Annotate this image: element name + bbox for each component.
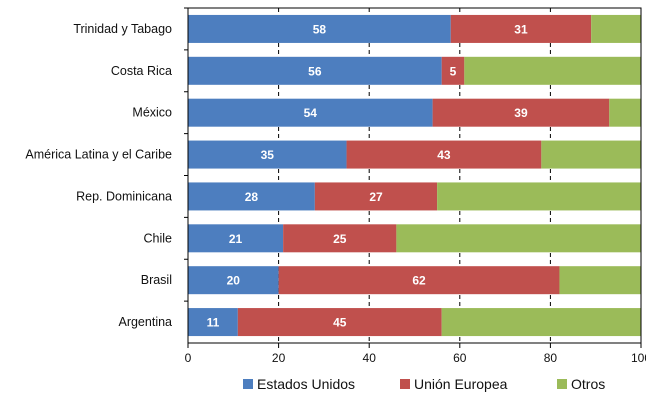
data-label: 28 bbox=[245, 190, 259, 204]
data-label: 43 bbox=[437, 148, 451, 162]
data-label: 25 bbox=[333, 232, 347, 246]
data-label: 62 bbox=[412, 274, 426, 288]
legend-label: Otros bbox=[571, 376, 605, 392]
x-tick-label: 80 bbox=[544, 351, 558, 365]
bar-segment bbox=[437, 182, 641, 211]
x-tick-label: 60 bbox=[453, 351, 467, 365]
data-label: 31 bbox=[514, 22, 528, 36]
bar-segment bbox=[188, 266, 279, 295]
bar-segment bbox=[278, 266, 560, 295]
plot-frame bbox=[184, 7, 642, 348]
category-label: Chile bbox=[144, 231, 173, 245]
bar-segment bbox=[559, 266, 641, 295]
data-label: 20 bbox=[227, 274, 241, 288]
x-tick-label: 100 bbox=[631, 351, 646, 365]
bar-segment bbox=[450, 14, 592, 43]
legend-label: Unión Europea bbox=[414, 376, 508, 392]
bar-segment bbox=[609, 98, 641, 127]
legend-swatch bbox=[557, 379, 567, 389]
bar-segment bbox=[541, 140, 641, 169]
bar-segment bbox=[432, 98, 610, 127]
plot-border bbox=[187, 7, 642, 344]
category-label: México bbox=[132, 106, 172, 120]
category-label: Costa Rica bbox=[111, 64, 172, 78]
category-label: América Latina y el Caribe bbox=[25, 148, 172, 162]
bar-segment bbox=[396, 224, 641, 253]
bar-segment bbox=[346, 140, 542, 169]
data-label: 45 bbox=[333, 316, 347, 330]
bar-segment bbox=[188, 98, 433, 127]
bar-segment bbox=[188, 140, 347, 169]
data-label: 54 bbox=[304, 106, 318, 120]
category-label: Trinidad y Tabago bbox=[73, 22, 172, 36]
legend-swatch bbox=[243, 379, 253, 389]
bar-segment bbox=[314, 182, 438, 211]
category-label: Brasil bbox=[141, 273, 172, 287]
data-label: 39 bbox=[514, 106, 528, 120]
bar-segment bbox=[188, 56, 442, 85]
data-label: 5 bbox=[450, 64, 457, 78]
x-tick-label: 20 bbox=[272, 351, 286, 365]
data-label: 56 bbox=[308, 64, 322, 78]
x-tick-label: 40 bbox=[363, 351, 377, 365]
data-label: 21 bbox=[229, 232, 243, 246]
bar-segment bbox=[188, 308, 238, 337]
data-label: 58 bbox=[313, 22, 327, 36]
bar-segment bbox=[188, 182, 315, 211]
bar-segment bbox=[464, 56, 641, 85]
bar-segment bbox=[237, 308, 442, 337]
category-label: Rep. Dominicana bbox=[76, 189, 172, 203]
x-tick-label: 0 bbox=[185, 351, 192, 365]
bars bbox=[188, 14, 641, 337]
data-label: 27 bbox=[369, 190, 383, 204]
legend: Estados Unidos Unión Europea Otros bbox=[243, 376, 605, 392]
bar-segment bbox=[441, 56, 465, 85]
legend-label: Estados Unidos bbox=[257, 376, 355, 392]
legend-swatch bbox=[400, 379, 410, 389]
bar-segment bbox=[188, 224, 284, 253]
labels: 58 31 Trinidad y Tabago 56 5 Costa Rica 54 39 Mé… bbox=[25, 22, 646, 365]
bar-segment bbox=[591, 14, 641, 43]
category-label: Argentina bbox=[118, 315, 172, 329]
bar-segment bbox=[441, 308, 641, 337]
data-label: 11 bbox=[207, 316, 220, 330]
bar-segment bbox=[188, 14, 451, 43]
bar-segment bbox=[283, 224, 397, 253]
data-label: 35 bbox=[261, 148, 275, 162]
